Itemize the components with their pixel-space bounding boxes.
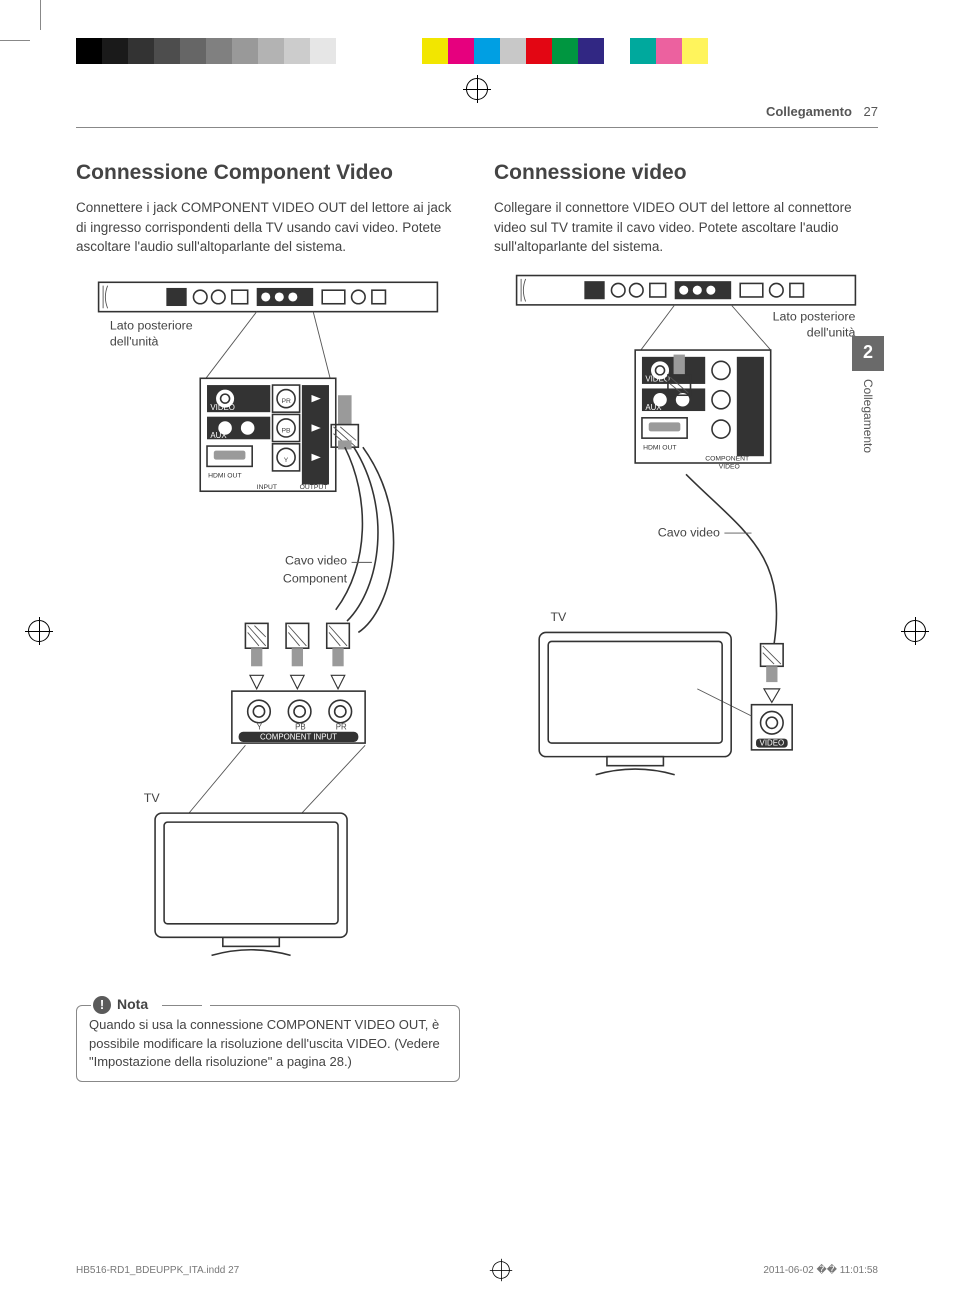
- grayscale-swatches: [76, 38, 362, 64]
- note-title: ! Nota: [91, 995, 210, 1015]
- svg-text:HDMI OUT: HDMI OUT: [208, 473, 241, 480]
- svg-text:PR: PR: [336, 722, 347, 731]
- svg-text:COMPONENT INPUT: COMPONENT INPUT: [260, 733, 337, 742]
- svg-text:VIDEO: VIDEO: [719, 464, 740, 471]
- section-heading: Connessione video: [494, 160, 878, 186]
- left-column: Connessione Component Video Connettere i…: [76, 160, 460, 1082]
- print-footer: HB516-RD1_BDEUPPK_ITA.indd 27 2011-06-02…: [76, 1259, 878, 1281]
- svg-text:Component: Component: [283, 572, 348, 586]
- note-text: Quando si usa la connessione COMPONENT V…: [89, 1017, 440, 1068]
- svg-text:PR: PR: [282, 398, 292, 405]
- svg-text:Cavo video: Cavo video: [658, 525, 720, 539]
- svg-text:VIDEO: VIDEO: [645, 375, 670, 384]
- color-swatches: [422, 38, 708, 64]
- video-connection-diagram: Lato posterioredell'unità VIDEO AUX: [494, 271, 878, 858]
- section-heading: Connessione Component Video: [76, 160, 460, 186]
- svg-text:TV: TV: [550, 610, 567, 624]
- section-body: Collegare il connettore VIDEO OUT del le…: [494, 198, 878, 257]
- note-label: Nota: [117, 995, 148, 1015]
- chapter-number: 2: [852, 336, 884, 371]
- component-connection-diagram: Lato posterioredell'unità VIDEO PR A: [76, 271, 460, 983]
- info-icon: !: [93, 996, 111, 1014]
- chapter-label: Collegamento: [861, 371, 875, 453]
- svg-text:COMPONENT: COMPONENT: [705, 456, 749, 463]
- svg-text:Cavo video: Cavo video: [285, 554, 347, 568]
- svg-text:HDMI OUT: HDMI OUT: [643, 444, 676, 451]
- footer-timestamp: 2011-06-02 �� 11:01:58: [763, 1265, 878, 1276]
- svg-text:VIDEO: VIDEO: [210, 403, 235, 412]
- registration-mark-icon: [904, 620, 926, 642]
- svg-text:PB: PB: [295, 722, 306, 731]
- running-header: Collegamento 27: [76, 76, 878, 128]
- svg-text:INPUT: INPUT: [257, 484, 277, 491]
- svg-text:Lato posterioredell'unità: Lato posterioredell'unità: [773, 310, 856, 340]
- svg-text:Y: Y: [257, 722, 263, 731]
- page-content: Collegamento 27 2 Collegamento Connessio…: [76, 76, 878, 1221]
- section-body: Connettere i jack COMPONENT VIDEO OUT de…: [76, 198, 460, 257]
- svg-text:VIDEO: VIDEO: [760, 738, 785, 747]
- svg-text:PB: PB: [282, 427, 292, 434]
- header-section: Collegamento: [766, 104, 852, 119]
- registration-mark-icon: [492, 1261, 510, 1279]
- right-column: Connessione video Collegare il connettor…: [494, 160, 878, 1082]
- svg-text:OUTPUT: OUTPUT: [300, 484, 328, 491]
- svg-text:TV: TV: [144, 791, 161, 805]
- svg-text:AUX: AUX: [645, 403, 662, 412]
- rear-unit-label: Lato posterioredell'unità: [110, 319, 193, 349]
- registration-mark-icon: [28, 620, 50, 642]
- note-box: ! Nota Quando si usa la connessione COMP…: [76, 1005, 460, 1082]
- header-page-number: 27: [864, 104, 878, 119]
- svg-text:Y: Y: [284, 457, 289, 464]
- svg-text:AUX: AUX: [210, 431, 227, 440]
- footer-filename: HB516-RD1_BDEUPPK_ITA.indd 27: [76, 1265, 239, 1276]
- chapter-tab: 2 Collegamento: [852, 336, 884, 453]
- print-registration-bar: [0, 38, 954, 64]
